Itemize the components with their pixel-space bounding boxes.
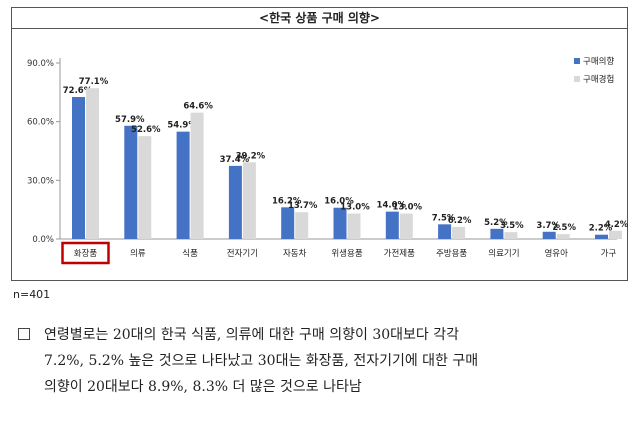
bar-intent xyxy=(385,211,399,239)
summary-lines: 연령별로는 20대의 한국 식품, 의류에 대한 구매 의향이 30대보다 각각… xyxy=(44,322,628,400)
bar-experience xyxy=(609,230,622,239)
x-tick-label: 위생용품 xyxy=(331,248,362,259)
bar-intent xyxy=(228,165,242,239)
sample-size-note: n=401 xyxy=(13,288,51,301)
x-tick-label: 주방용품 xyxy=(436,248,467,259)
data-label: 37.4% xyxy=(220,155,250,165)
bar-experience xyxy=(190,112,204,239)
legend-swatch xyxy=(574,58,580,64)
bar-intent xyxy=(281,207,295,239)
bar-experience xyxy=(504,232,518,239)
data-label: 3.5% xyxy=(500,221,524,231)
data-label: 7.5% xyxy=(432,213,456,223)
bar-intent xyxy=(438,224,452,239)
data-label: 13.0% xyxy=(393,203,423,213)
data-label: 3.7% xyxy=(536,221,560,231)
data-label: 64.6% xyxy=(183,102,213,112)
bar-experience xyxy=(86,88,99,239)
bar-experience xyxy=(138,136,152,239)
x-tick-label: 의료기기 xyxy=(488,248,519,259)
bar-chart: 0.0% 30.0% 60.0% 90.0% 72.6%77.1% 화장품 57.9%52.… xyxy=(27,56,629,265)
x-tick-label: 영유아 xyxy=(544,248,568,259)
legend-swatch xyxy=(574,76,580,82)
x-tick-label: 자동차 xyxy=(283,249,307,259)
y-tick-label: 0.0% xyxy=(32,235,54,245)
data-label: 39.2% xyxy=(236,151,266,161)
checkbox-bullet-icon xyxy=(18,328,30,340)
chart-title: <한국 상품 구매 의향> xyxy=(12,8,627,29)
data-label: 2.2% xyxy=(589,224,613,234)
bar-intent xyxy=(542,231,556,239)
legend-label: 구매경험 xyxy=(583,74,614,85)
bar-experience xyxy=(295,212,309,239)
bar-intent xyxy=(333,207,347,239)
summary-line: 7.2%, 5.2% 높은 것으로 나타났고 30대는 화장품, 전자기기에 대… xyxy=(44,353,479,369)
data-label: 13.7% xyxy=(288,201,318,211)
chart-frame: <한국 상품 구매 의향> 0.0% 30.0% 60.0% 90.0% 72.6% 77… xyxy=(11,7,629,281)
bar-intent xyxy=(176,131,190,239)
data-label: 5.2% xyxy=(484,218,508,228)
x-tick-label: 의류 xyxy=(130,248,146,259)
data-label: 14.0% xyxy=(377,201,407,211)
data-label: 16.0% xyxy=(324,197,354,207)
x-tick-label: 전자기기 xyxy=(227,248,258,259)
summary-line: 연령별로는 20대의 한국 식품, 의류에 대한 구매 의향이 30대보다 각각 xyxy=(44,327,460,343)
data-label: 72.6% xyxy=(63,86,93,96)
y-tick-label: 30.0% xyxy=(27,176,54,186)
x-tick-label: 화장품 xyxy=(74,248,98,259)
x-tick-label: 가구 xyxy=(601,249,617,259)
bar-intent xyxy=(72,97,85,239)
summary-line: 의향이 20대보다 8.9%, 8.3% 더 많은 것으로 나타남 xyxy=(44,379,362,395)
bar-experience xyxy=(242,162,256,239)
data-label: 6.2% xyxy=(448,216,472,226)
data-label: 4.2% xyxy=(605,220,629,230)
bar-experience xyxy=(399,213,413,239)
bar-experience xyxy=(347,213,361,239)
data-label: 77.1% xyxy=(79,77,109,87)
y-tick-label: 90.0% xyxy=(27,59,54,69)
bar-intent xyxy=(595,234,608,239)
bar-experience xyxy=(452,226,466,239)
highlight-box xyxy=(61,241,110,265)
data-label: 16.2% xyxy=(272,196,302,206)
y-tick-label: 60.0% xyxy=(27,118,54,128)
bar-intent xyxy=(490,228,504,239)
x-tick-label: 식품 xyxy=(182,249,198,259)
legend-label: 구매의향 xyxy=(583,56,614,67)
x-tick-label: 가전제품 xyxy=(384,248,415,259)
data-label: 57.9% xyxy=(115,115,145,125)
data-label: 54.9% xyxy=(167,121,197,131)
data-label: 13.0% xyxy=(340,203,370,213)
summary-paragraph: 연령별로는 20대의 한국 식품, 의류에 대한 구매 의향이 30대보다 각각… xyxy=(18,322,628,400)
data-label: 2.5% xyxy=(552,223,576,233)
bar-experience xyxy=(556,234,570,239)
data-label: 52.6% xyxy=(131,125,161,135)
bar-intent xyxy=(124,125,138,239)
